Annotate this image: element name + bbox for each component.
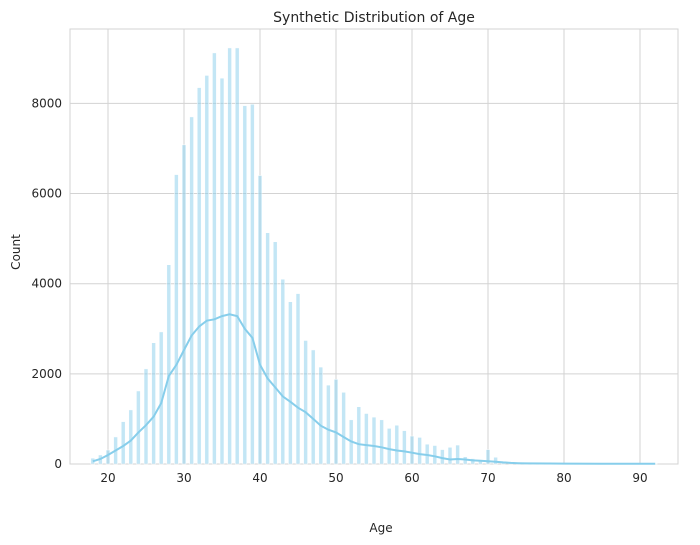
plot-area <box>69 28 679 465</box>
histogram-bar <box>379 419 384 465</box>
histogram-bar <box>105 449 111 465</box>
histogram-bar <box>234 47 240 465</box>
histogram-bar <box>333 379 339 465</box>
histogram-bar <box>417 437 422 465</box>
histogram-bar <box>455 444 460 465</box>
histogram-bar <box>402 430 407 465</box>
histogram-bar <box>432 445 438 465</box>
histogram-bar <box>257 175 263 465</box>
x-tick-label: 90 <box>632 471 647 485</box>
histogram-bar <box>250 104 255 465</box>
chart-title: Synthetic Distribution of Age <box>273 10 475 26</box>
histogram-bar <box>272 241 278 465</box>
histogram-bar <box>485 449 491 465</box>
y-tick-labels: 0 2000 4000 6000 8000 <box>31 96 62 471</box>
histogram-bar <box>227 47 232 465</box>
histogram-bar <box>371 416 377 465</box>
histogram-bar <box>242 105 248 465</box>
histogram-bar <box>409 435 415 465</box>
x-tick-label: 30 <box>176 471 191 485</box>
x-tick-label: 70 <box>480 471 495 485</box>
y-axis-label: Count <box>9 234 23 270</box>
histogram-bar <box>204 75 210 465</box>
x-tick-label: 80 <box>556 471 571 485</box>
histogram-bar <box>326 384 331 465</box>
histogram-bar <box>493 456 498 465</box>
histogram-bar <box>295 293 301 465</box>
histogram-bar <box>288 301 293 465</box>
histogram-bar <box>394 424 400 465</box>
histogram-bar <box>151 342 156 465</box>
x-tick-label: 60 <box>404 471 419 485</box>
histogram-bar <box>181 144 187 465</box>
histogram-bar <box>174 174 179 465</box>
y-tick-label: 8000 <box>31 96 62 110</box>
x-tick-labels: 20 30 40 50 60 70 80 90 <box>100 471 647 485</box>
histogram-bar <box>447 447 453 465</box>
y-tick-label: 6000 <box>31 187 62 201</box>
x-tick-label: 40 <box>252 471 267 485</box>
histogram-bar <box>356 406 362 465</box>
histogram-bar <box>120 421 126 465</box>
histogram-bar <box>386 428 392 465</box>
histogram-bar <box>364 413 369 465</box>
histogram-bar <box>143 368 149 465</box>
histogram-bar <box>265 232 270 465</box>
x-tick-label: 20 <box>100 471 115 485</box>
histogram-bar <box>128 409 134 465</box>
histogram-bar <box>303 340 308 465</box>
kde-line <box>92 313 656 465</box>
histogram-bar <box>166 264 172 465</box>
histogram-bar <box>196 87 202 465</box>
x-tick-label: 50 <box>328 471 343 485</box>
histogram-bar <box>280 278 286 465</box>
x-axis-label: Age <box>369 521 392 535</box>
histogram-bar <box>136 390 141 465</box>
histogram-bars <box>90 47 658 465</box>
histogram-bar <box>219 77 225 465</box>
histogram-bar <box>341 392 346 465</box>
histogram-bar <box>310 349 316 465</box>
histogram-bar <box>189 116 194 465</box>
y-tick-label: 2000 <box>31 367 62 381</box>
y-tick-label: 0 <box>54 457 62 471</box>
histogram-bar <box>318 366 324 465</box>
histogram-bar <box>212 52 217 465</box>
y-tick-label: 4000 <box>31 277 62 291</box>
